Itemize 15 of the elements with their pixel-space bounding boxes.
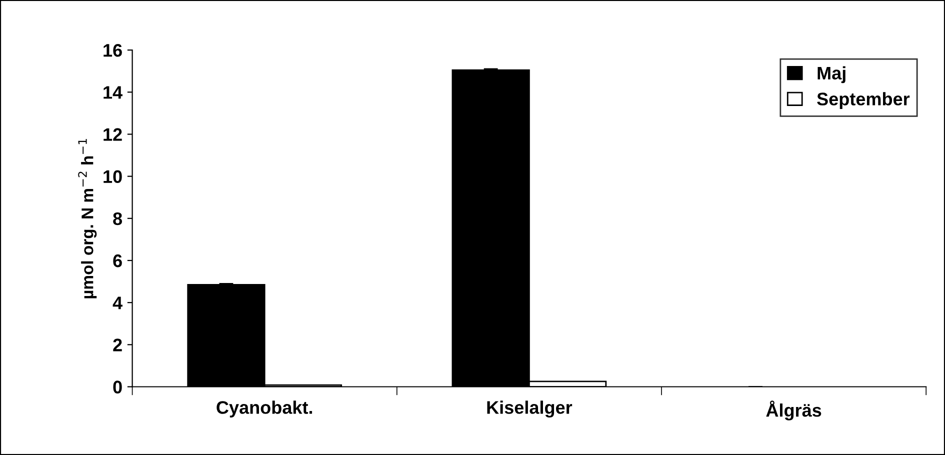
y-axis-title: µmol org. N m$^{−2}$ h$^{−1}$ xyxy=(78,139,97,298)
y-tick-label: 14 xyxy=(104,86,122,99)
x-tick-label: Cyanobakt. xyxy=(216,400,312,418)
y-tick-label: 8 xyxy=(113,212,122,226)
y-tick-label: 6 xyxy=(113,254,122,268)
y-tick-label: 10 xyxy=(104,170,122,184)
y-tick-label: 0 xyxy=(113,380,122,394)
y-tick-label: 4 xyxy=(112,296,122,310)
y-tick-label: 2 xyxy=(113,338,122,352)
legend-label: September xyxy=(817,92,910,109)
x-tick-label: Ålgräs xyxy=(766,400,822,420)
x-tick-label: Kiselalger xyxy=(487,400,572,418)
y-tick-label: 16 xyxy=(104,44,122,57)
y-tick-label: 12 xyxy=(104,128,122,141)
legend-label: Maj xyxy=(818,66,846,84)
